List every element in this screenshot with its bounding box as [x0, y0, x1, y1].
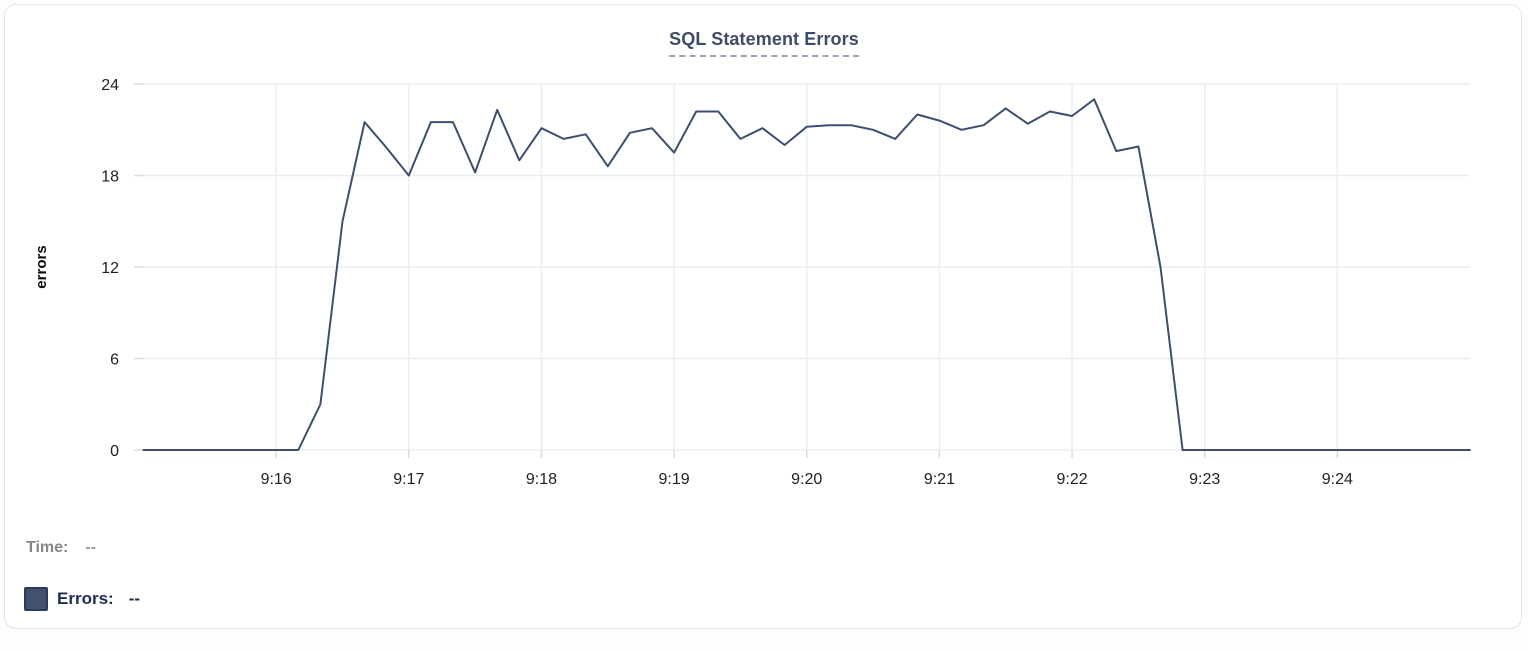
- y-axis-title: errors: [33, 245, 50, 288]
- x-tick-label: 9:21: [924, 471, 955, 488]
- x-tick-label: 9:17: [393, 471, 424, 488]
- errors-readout-value: --: [128, 589, 141, 608]
- x-tick-label: 9:16: [261, 471, 292, 488]
- errors-series-line: [142, 98, 1471, 451]
- x-tick-label: 9:18: [526, 471, 557, 488]
- x-tick-label: 9:20: [791, 471, 822, 488]
- time-readout-row: Time: --: [26, 539, 96, 557]
- y-tick-label: 0: [110, 443, 119, 460]
- x-tick-label: 9:24: [1322, 471, 1353, 488]
- time-readout-value: --: [85, 539, 97, 556]
- errors-readout-label: Errors:: [57, 589, 114, 608]
- x-tick-label: 9:23: [1189, 471, 1220, 488]
- x-tick-label: 9:22: [1056, 471, 1087, 488]
- chart-title[interactable]: SQL Statement Errors: [669, 29, 859, 57]
- y-tick-label: 24: [101, 77, 119, 94]
- chart-card: [4, 4, 1522, 629]
- x-tick-label: 9:19: [659, 471, 690, 488]
- errors-series-swatch: [24, 587, 48, 611]
- time-readout-label: Time:: [26, 539, 69, 556]
- y-tick-label: 12: [101, 260, 119, 277]
- y-tick-label: 18: [101, 169, 119, 186]
- errors-readout-row: Errors: --: [24, 587, 140, 611]
- y-tick-label: 6: [110, 352, 119, 369]
